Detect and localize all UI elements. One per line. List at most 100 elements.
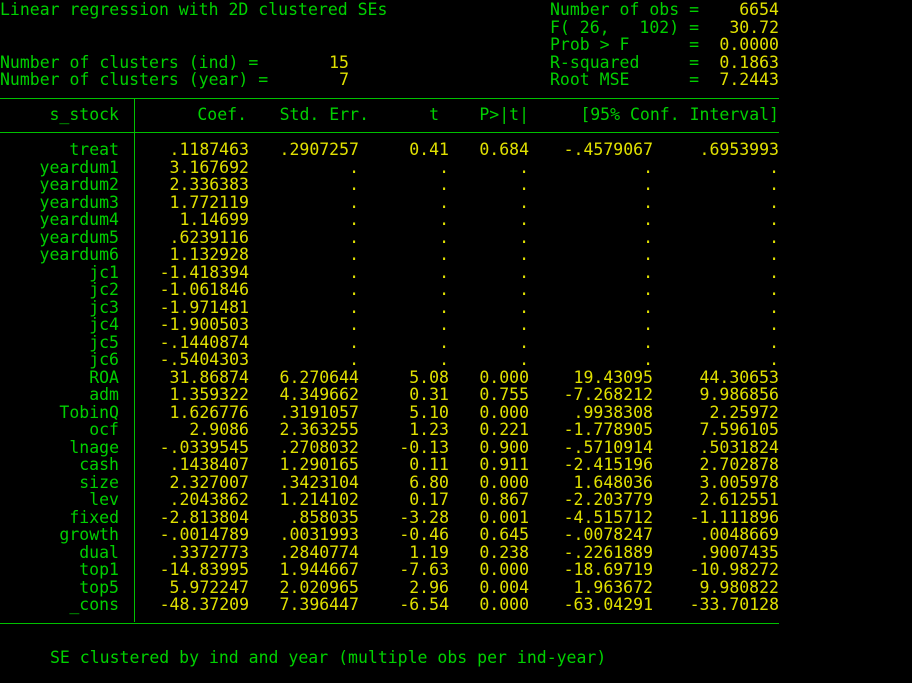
t-value: -3.28 [399, 507, 449, 527]
stderr-value: . [349, 192, 359, 212]
variable-name: lev [89, 490, 119, 509]
coef-value: -2.813804 [159, 507, 249, 527]
coef-value: -14.83995 [159, 560, 249, 579]
t-value: -0.13 [399, 437, 449, 457]
ci-upper-value: 3.005978 [699, 472, 779, 492]
ci-lower-value: -.2261889 [563, 542, 653, 562]
stderr-value: .0031993 [279, 525, 359, 544]
stderr-value: .858035 [289, 507, 359, 527]
table-row: fixed -2.813804 .858035 -3.28 0.001 -4.515712… [0, 507, 790, 527]
ci-upper-value: -1.111896 [689, 507, 779, 527]
t-value: 1.19 [409, 542, 449, 562]
stderr-value: 1.214102 [279, 490, 359, 509]
p-value: 0.645 [479, 525, 529, 544]
footer-note: SE clustered by ind and year (multiple o… [50, 648, 607, 667]
ci-lower-value: . [643, 262, 653, 282]
table-row: cash .1438407 1.290165 0.11 0.911 -2.415196 2.… [0, 456, 790, 474]
stderr-value: .3191057 [279, 402, 359, 422]
table-row: jc2 -1.061846..... [0, 281, 790, 299]
ci-lower-value: -.0078247 [563, 525, 653, 544]
stat-label: Root MSE = [550, 70, 700, 89]
table-row: jc5 -.1440874..... [0, 332, 790, 352]
p-value: . [519, 350, 529, 369]
p-value: . [519, 157, 529, 177]
p-value: 0.000 [479, 402, 529, 422]
variable-name: yeardum2 [39, 175, 119, 194]
table-row: growth -.0014789 .0031993 -0.46 0.645 -.00782… [0, 526, 790, 544]
stat-value: 7.2443 [719, 70, 779, 89]
table-row: dual .3372773 .2840774 1.19 0.238 -.2261889 .9… [0, 542, 790, 562]
p-value: 0.000 [479, 472, 529, 492]
ci-lower-value: . [643, 175, 653, 194]
coef-value: -.1440874 [159, 332, 249, 352]
ci-upper-value: .6953993 [699, 140, 779, 159]
table-row: yeardum4 1.14699..... [0, 211, 790, 229]
p-value: 0.238 [479, 542, 529, 562]
variable-name: adm [89, 385, 119, 404]
p-value: . [519, 315, 529, 334]
ci-upper-value: 7.596105 [699, 420, 779, 439]
stat-label: R-squared = [550, 52, 700, 72]
p-value: 0.755 [479, 385, 529, 404]
t-value: . [439, 175, 449, 194]
ci-lower-value: -7.268212 [563, 385, 653, 404]
t-value: . [439, 297, 449, 317]
ci-upper-value: . [769, 227, 779, 247]
ci-lower-value: . [643, 315, 653, 334]
variable-name: ocf [89, 420, 119, 439]
ci-lower-value: -.4579067 [563, 140, 653, 159]
stat-value: 0.0000 [719, 35, 779, 54]
variable-name: _cons [69, 595, 119, 614]
table-bottom-rule [0, 623, 779, 624]
coef-value: -48.37209 [159, 595, 249, 614]
stderr-value: .2708032 [279, 437, 359, 457]
variable-name: top5 [79, 577, 119, 597]
p-value: 0.900 [479, 437, 529, 457]
ci-lower-value: . [643, 350, 653, 369]
table-row: ROA 31.86874 6.270644 5.08 0.000 19.43095 44.3… [0, 367, 790, 387]
ci-upper-value: -33.70128 [689, 595, 779, 614]
coef-value: 2.327007 [169, 472, 249, 492]
ci-upper-value: .9007435 [699, 542, 779, 562]
ci-lower-value: . [643, 210, 653, 229]
t-value: . [439, 210, 449, 229]
ci-upper-value: . [769, 210, 779, 229]
ci-lower-value: -.5710914 [563, 437, 653, 457]
table-top-rule [0, 98, 779, 99]
coef-value: -.0014789 [159, 525, 249, 544]
t-value: 0.17 [409, 490, 449, 509]
table-row: adm 1.359322 4.349662 0.31 0.755 -7.268212 9.9… [0, 386, 790, 404]
table-row: lnage -.0339545 .2708032 -0.13 0.900 -.571091… [0, 437, 790, 457]
stat-label: Number of obs = [550, 0, 700, 19]
stderr-value: . [349, 262, 359, 282]
variable-name: ROA [89, 367, 119, 387]
p-value: . [519, 192, 529, 212]
coef-value: -1.900503 [159, 315, 249, 334]
ci-upper-value: . [769, 262, 779, 282]
table-row: yeardum6 1.132928..... [0, 246, 790, 264]
coef-value: 5.972247 [169, 577, 249, 597]
ci-lower-value: -2.203779 [563, 490, 653, 509]
table-row: _cons -48.37209 7.396447 -6.54 0.000 -63.0429… [0, 596, 790, 614]
ci-lower-value: 1.963672 [573, 577, 653, 597]
t-value: 0.11 [409, 455, 449, 474]
stderr-value: 2.020965 [279, 577, 359, 597]
stderr-value: . [349, 280, 359, 299]
variable-name: lnage [69, 437, 119, 457]
ci-lower-value: . [643, 192, 653, 212]
ci-upper-value: . [769, 350, 779, 369]
coef-value: 1.626776 [169, 402, 249, 422]
t-value: 2.96 [409, 577, 449, 597]
ci-lower-value: . [643, 157, 653, 177]
header-depvar: s_stock [49, 105, 119, 124]
stderr-value: .2840774 [279, 542, 359, 562]
cluster-value: 7 [339, 70, 349, 89]
p-value: 0.911 [479, 455, 529, 474]
coef-value: -1.971481 [159, 297, 249, 317]
stat-label: Prob > F = [550, 35, 700, 54]
table-row: top1 -14.83995 1.944667 -7.63 0.000 -18.69719… [0, 561, 790, 579]
ci-lower-value: -1.778905 [563, 420, 653, 439]
p-value: . [519, 210, 529, 229]
stderr-value: . [349, 227, 359, 247]
stat-label: F( 26, 102) = [550, 17, 700, 37]
